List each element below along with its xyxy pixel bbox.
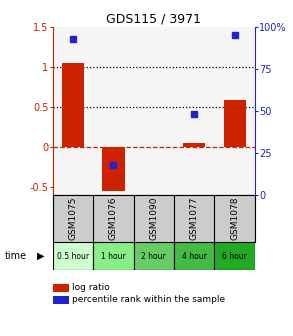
Text: ▶: ▶	[37, 251, 44, 261]
Text: GSM1075: GSM1075	[69, 197, 77, 240]
Text: 6 hour: 6 hour	[222, 252, 247, 261]
Bar	[183, 143, 205, 147]
Bar	[62, 63, 84, 147]
Text: GSM1078: GSM1078	[230, 197, 239, 240]
Text: GSM1090: GSM1090	[149, 197, 158, 240]
Bar	[93, 242, 134, 270]
Text: GSM1077: GSM1077	[190, 197, 199, 240]
Text: 2 hour: 2 hour	[142, 252, 166, 261]
Bar	[174, 242, 214, 270]
Text: log ratio: log ratio	[72, 284, 110, 292]
Text: percentile rank within the sample: percentile rank within the sample	[72, 295, 225, 304]
Bar	[134, 242, 174, 270]
Text: 1 hour: 1 hour	[101, 252, 126, 261]
Bar	[214, 242, 255, 270]
Bar	[224, 100, 246, 147]
Text: 0.5 hour: 0.5 hour	[57, 252, 89, 261]
Title: GDS115 / 3971: GDS115 / 3971	[106, 13, 201, 26]
Text: time: time	[4, 251, 27, 261]
Bar	[102, 147, 125, 191]
Text: GSM1076: GSM1076	[109, 197, 118, 240]
Text: 4 hour: 4 hour	[182, 252, 207, 261]
Bar	[53, 242, 93, 270]
